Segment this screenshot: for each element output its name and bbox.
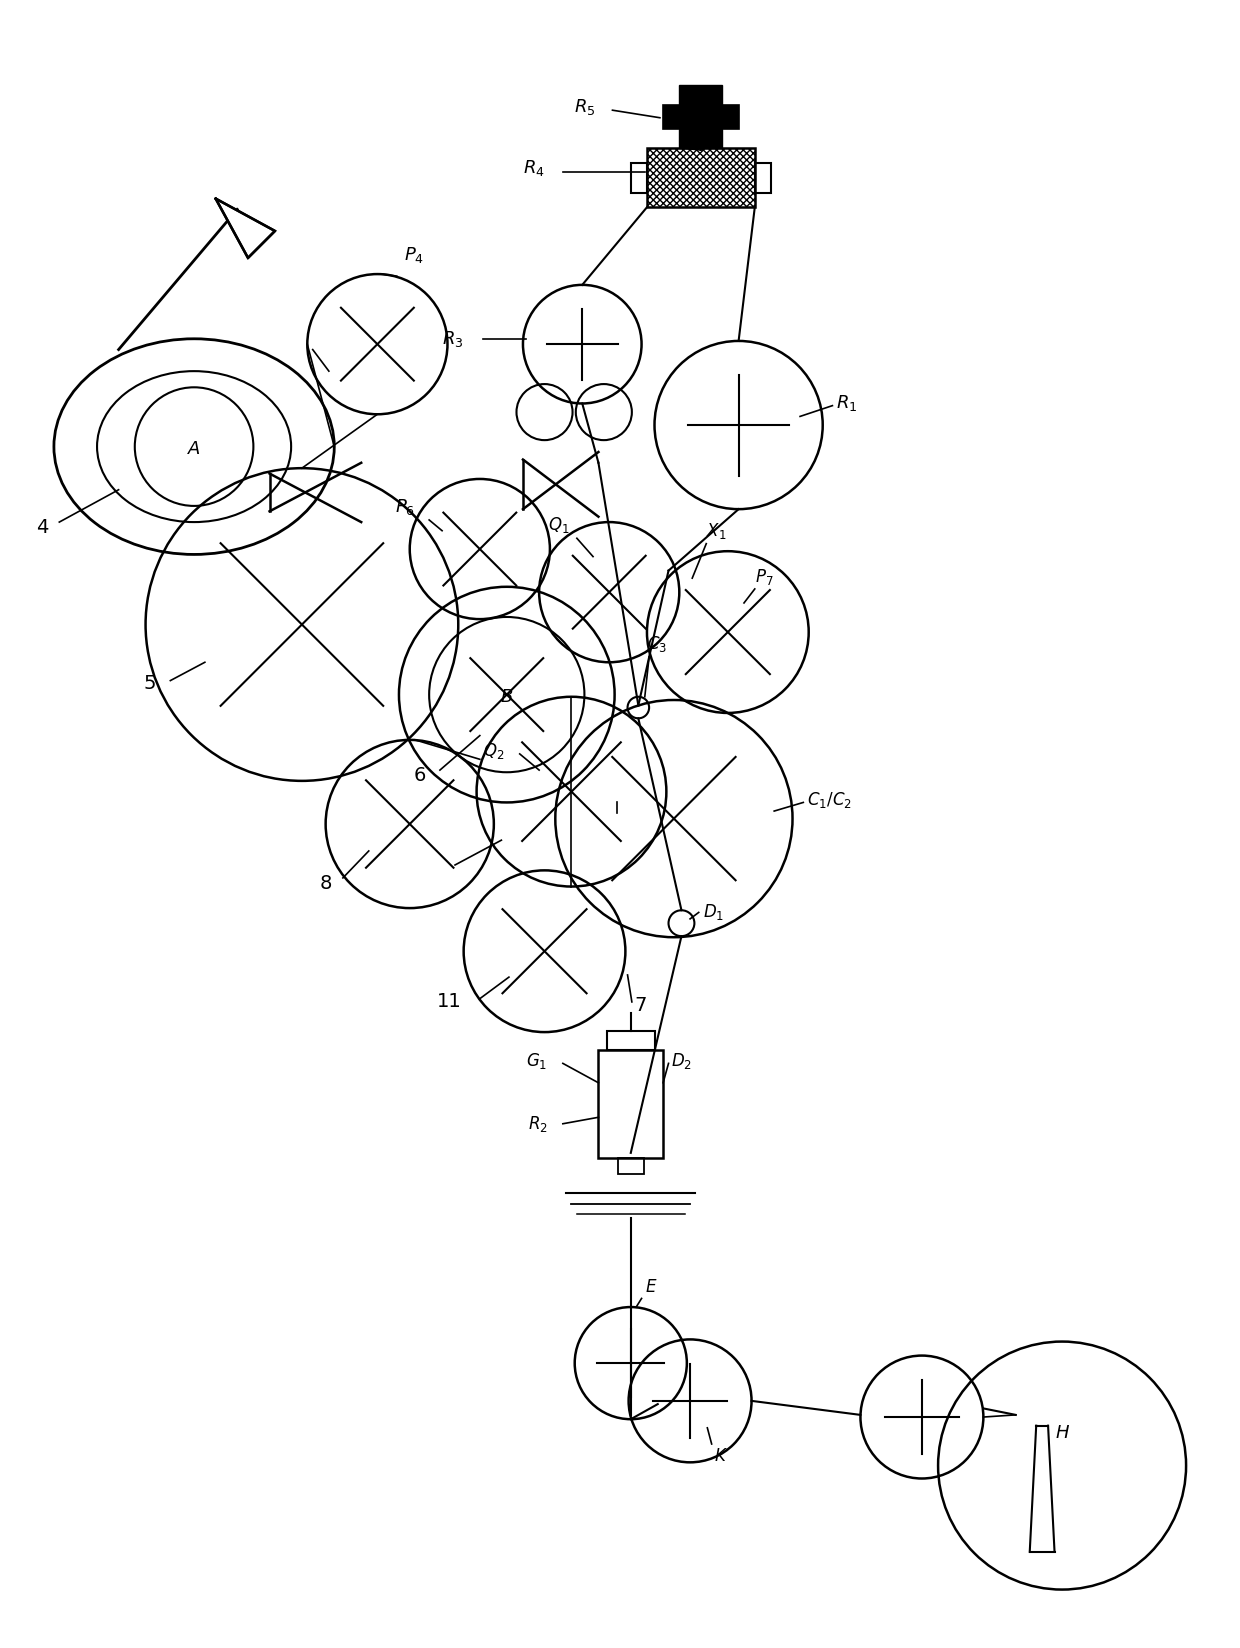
Text: $K$: $K$: [714, 1447, 728, 1465]
Bar: [599, 1050, 663, 1159]
Text: $D_2$: $D_2$: [671, 1051, 692, 1071]
Text: 8: 8: [320, 873, 332, 893]
Bar: [680, 129, 723, 148]
Text: $R_2$: $R_2$: [528, 1114, 548, 1134]
Text: 5: 5: [144, 674, 156, 694]
Text: $R_1$: $R_1$: [836, 394, 857, 414]
Text: 6: 6: [413, 766, 425, 784]
Text: $P_6$: $P_6$: [396, 496, 415, 517]
Text: $R_4$: $R_4$: [523, 158, 544, 178]
Bar: [631, 163, 647, 193]
Circle shape: [668, 910, 694, 936]
Polygon shape: [216, 199, 275, 259]
Bar: [647, 148, 755, 208]
Bar: [680, 86, 723, 105]
Text: $Q_2$: $Q_2$: [484, 740, 505, 761]
Text: $R_3$: $R_3$: [443, 330, 464, 349]
Text: $A$: $A$: [187, 440, 201, 458]
Text: 11: 11: [436, 992, 461, 1012]
Text: $C_3$: $C_3$: [647, 633, 667, 654]
Text: $E$: $E$: [645, 1279, 657, 1297]
Text: $X_1$: $X_1$: [707, 521, 727, 542]
Text: $H$: $H$: [1054, 1424, 1070, 1442]
Text: $P_4$: $P_4$: [404, 246, 424, 265]
Circle shape: [627, 697, 649, 719]
Bar: [663, 105, 739, 129]
Text: 7: 7: [634, 995, 646, 1015]
Text: 4: 4: [36, 517, 48, 537]
Text: $D_1$: $D_1$: [703, 903, 724, 923]
Text: $B$: $B$: [500, 687, 513, 705]
Polygon shape: [1029, 1426, 1054, 1552]
Bar: [608, 1032, 655, 1050]
Text: $G_1$: $G_1$: [527, 1051, 548, 1071]
Text: $P_7$: $P_7$: [755, 567, 774, 587]
Text: $C_1/C_2$: $C_1/C_2$: [806, 791, 852, 811]
Text: $R_5$: $R_5$: [574, 97, 595, 117]
Bar: [618, 1159, 644, 1175]
Text: $Q_1$: $Q_1$: [548, 516, 569, 536]
Bar: [755, 163, 771, 193]
